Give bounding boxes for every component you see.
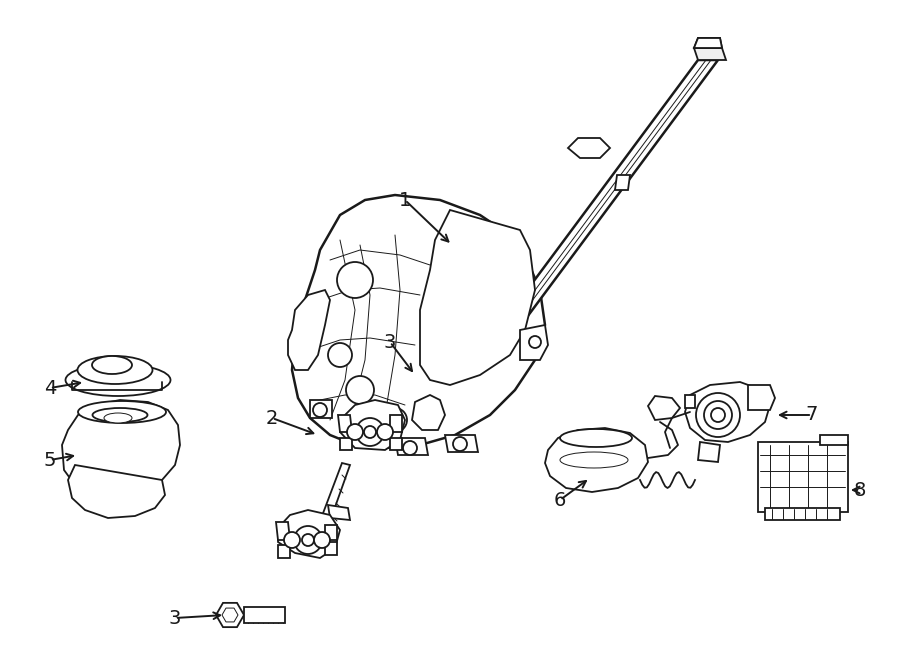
Polygon shape (288, 290, 330, 370)
Polygon shape (278, 510, 340, 558)
Text: 3: 3 (383, 332, 396, 352)
Polygon shape (748, 385, 775, 410)
Polygon shape (310, 400, 332, 418)
Polygon shape (216, 603, 244, 627)
Polygon shape (68, 465, 165, 518)
Polygon shape (648, 396, 680, 420)
Polygon shape (694, 48, 726, 60)
Polygon shape (292, 195, 545, 448)
Polygon shape (765, 508, 840, 520)
Polygon shape (390, 438, 402, 450)
Ellipse shape (93, 408, 148, 422)
Circle shape (314, 532, 330, 548)
Circle shape (313, 403, 327, 417)
Polygon shape (222, 608, 238, 622)
Ellipse shape (92, 356, 132, 374)
Polygon shape (390, 415, 402, 432)
Ellipse shape (66, 364, 170, 396)
Polygon shape (685, 382, 770, 442)
Circle shape (696, 393, 740, 437)
Circle shape (403, 441, 417, 455)
Polygon shape (545, 428, 648, 492)
Polygon shape (338, 415, 352, 432)
Polygon shape (308, 463, 350, 555)
Text: 3: 3 (169, 609, 181, 627)
Circle shape (529, 336, 541, 348)
Polygon shape (244, 607, 285, 623)
Circle shape (337, 262, 373, 298)
Polygon shape (340, 438, 352, 450)
Circle shape (284, 532, 300, 548)
Text: 5: 5 (44, 451, 56, 469)
Ellipse shape (77, 356, 152, 384)
Circle shape (453, 437, 467, 451)
Polygon shape (694, 38, 722, 48)
Circle shape (302, 534, 314, 546)
Polygon shape (685, 395, 695, 408)
Text: 4: 4 (44, 379, 56, 397)
Polygon shape (758, 442, 848, 512)
Text: 1: 1 (399, 190, 411, 210)
Circle shape (356, 418, 384, 446)
Ellipse shape (560, 452, 628, 468)
Circle shape (364, 426, 376, 438)
Polygon shape (325, 525, 337, 540)
Text: 7: 7 (806, 405, 818, 424)
Ellipse shape (560, 429, 632, 447)
Polygon shape (412, 395, 445, 430)
Circle shape (328, 343, 352, 367)
Circle shape (377, 424, 393, 440)
Circle shape (711, 408, 725, 422)
Circle shape (704, 401, 732, 429)
Polygon shape (276, 522, 290, 540)
Polygon shape (520, 325, 548, 360)
Circle shape (383, 408, 407, 432)
Polygon shape (278, 545, 290, 558)
Ellipse shape (78, 401, 166, 423)
Polygon shape (445, 435, 478, 452)
Circle shape (347, 424, 363, 440)
Text: 6: 6 (554, 490, 566, 510)
Text: 8: 8 (854, 481, 866, 500)
Circle shape (294, 526, 322, 554)
Circle shape (346, 376, 374, 404)
Polygon shape (340, 400, 405, 450)
Polygon shape (568, 138, 610, 158)
Polygon shape (62, 400, 180, 495)
Polygon shape (698, 442, 720, 462)
Polygon shape (395, 438, 428, 455)
Text: 2: 2 (266, 408, 278, 428)
Polygon shape (490, 60, 718, 340)
Polygon shape (420, 210, 535, 385)
Polygon shape (328, 505, 350, 520)
Polygon shape (615, 175, 630, 190)
Polygon shape (325, 542, 337, 555)
Polygon shape (820, 435, 848, 445)
Ellipse shape (104, 413, 132, 423)
